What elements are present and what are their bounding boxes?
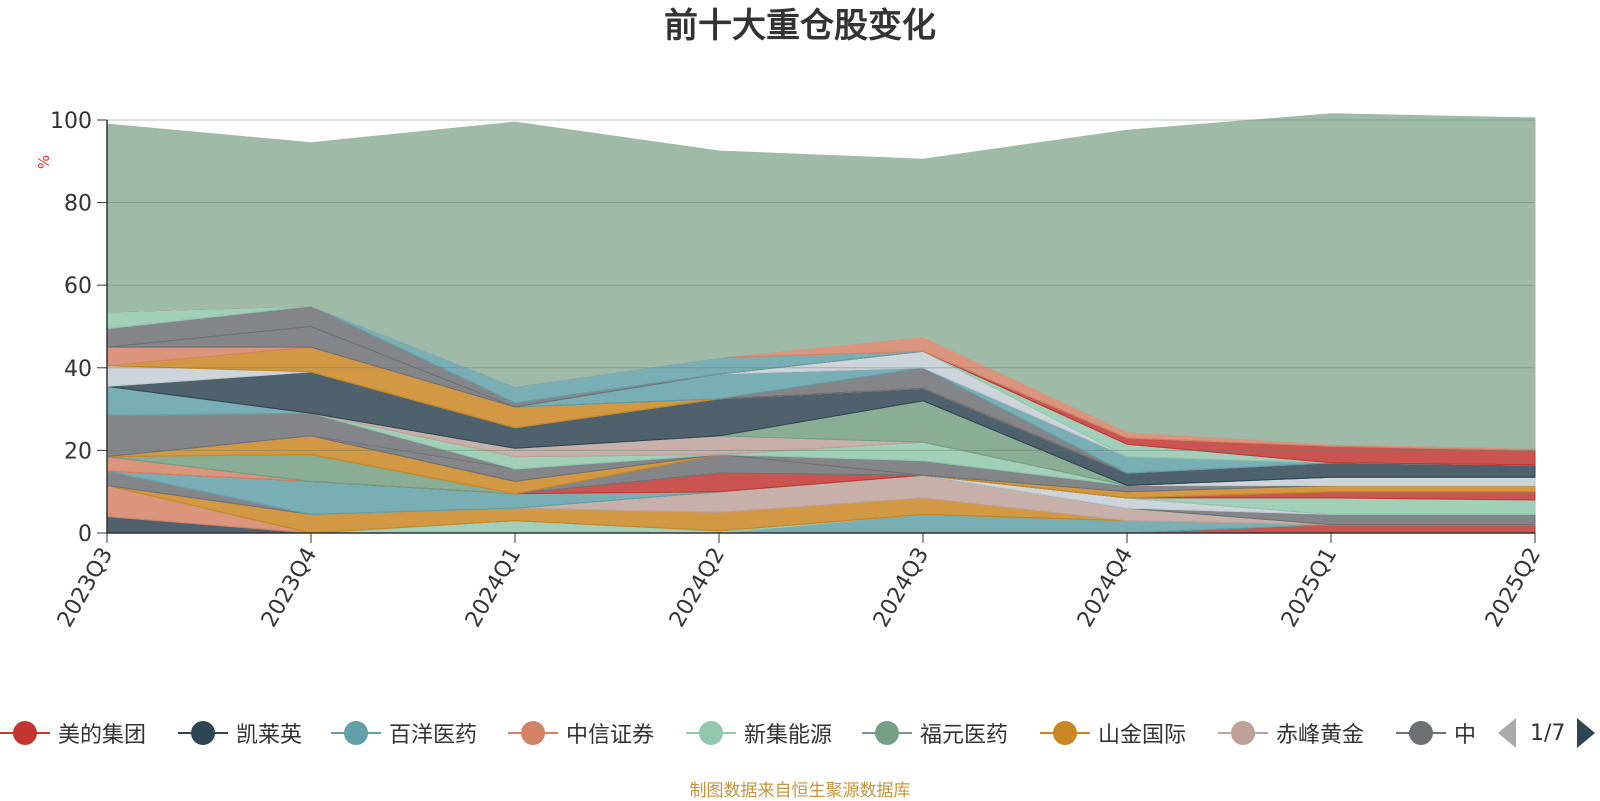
legend: 美的集团 凯莱英 百洋医药 中信证券 新集能源 福元医药 山金国际 赤峰黄金 中 1/7: [0, 708, 1600, 758]
legend-label: 中: [1454, 723, 1477, 748]
legend-label: 赤峰黄金: [1276, 723, 1365, 748]
legend-marker-icon: [1218, 720, 1268, 746]
legend-label: 中信证券: [566, 723, 655, 748]
y-tick-label: 100: [50, 109, 92, 134]
legend-label: 美的集团: [58, 723, 147, 748]
legend-marker-icon: [331, 720, 381, 746]
legend-page-indicator: 1/7: [1530, 720, 1566, 746]
x-tick-label: 2025Q2: [1481, 544, 1546, 632]
legend-item[interactable]: 美的集团: [0, 708, 146, 758]
legend-item[interactable]: 百洋医药: [331, 708, 477, 758]
legend-label: 凯莱英: [236, 723, 303, 748]
x-tick-label: 2024Q3: [869, 544, 934, 632]
legend-marker-icon: [178, 720, 228, 746]
legend-item[interactable]: 新集能源: [686, 708, 832, 758]
y-tick-label: 20: [64, 439, 92, 464]
axes: [97, 119, 1536, 543]
legend-next-page-button[interactable]: [1577, 718, 1596, 748]
legend-prev-page-button[interactable]: [1498, 718, 1516, 748]
data-source-note: 制图数据来自恒生聚源数据库: [689, 781, 911, 801]
legend-item[interactable]: 山金国际: [1040, 708, 1186, 758]
x-tick-label: 2024Q1: [461, 544, 526, 632]
legend-label: 福元医药: [920, 723, 1009, 748]
legend-marker-icon: [1040, 720, 1090, 746]
x-tick-label: 2023Q4: [257, 544, 322, 632]
y-tick-label: 80: [64, 192, 92, 217]
legend-label: 百洋医药: [389, 723, 478, 748]
legend-items: 美的集团 凯莱英 百洋医药 中信证券 新集能源 福元医药 山金国际 赤峰黄金 中: [0, 708, 1482, 758]
legend-item[interactable]: 凯莱英: [178, 708, 302, 758]
x-tick-label: 2024Q2: [665, 544, 730, 632]
y-tick-label: 60: [64, 274, 92, 299]
legend-marker-icon: [862, 720, 912, 746]
legend-label: 新集能源: [744, 723, 833, 748]
legend-item[interactable]: 赤峰黄金: [1218, 708, 1364, 758]
legend-item[interactable]: 福元医药: [862, 708, 1008, 758]
x-tick-label: 2024Q4: [1073, 544, 1138, 632]
stacked-area-chart: 0 20 40 60 80 100 2023Q3 2023Q4 2024Q1 2024Q2 2024…: [35, 109, 1546, 632]
legend-marker-icon: [1396, 720, 1446, 746]
legend-marker-icon: [508, 720, 558, 746]
legend-marker-icon: [686, 720, 736, 746]
legend-label: 山金国际: [1098, 723, 1187, 748]
x-tick-label: 2025Q1: [1277, 544, 1342, 632]
y-tick-label: 40: [64, 357, 92, 382]
y-tick-label: 0: [78, 522, 92, 547]
y-axis-label: %: [35, 155, 53, 169]
x-tick-label: 2023Q3: [53, 544, 118, 632]
area-series-38: [106, 113, 1536, 449]
legend-item[interactable]: 中信证券: [508, 708, 654, 758]
area-series-group: [106, 113, 1536, 534]
gridlines: [107, 119, 1535, 451]
chart-title: 前十大重仓股变化: [664, 6, 936, 46]
legend-item[interactable]: 中: [1396, 708, 1476, 758]
legend-marker-icon: [0, 720, 50, 746]
legend-pager: 1/7: [1498, 708, 1596, 758]
